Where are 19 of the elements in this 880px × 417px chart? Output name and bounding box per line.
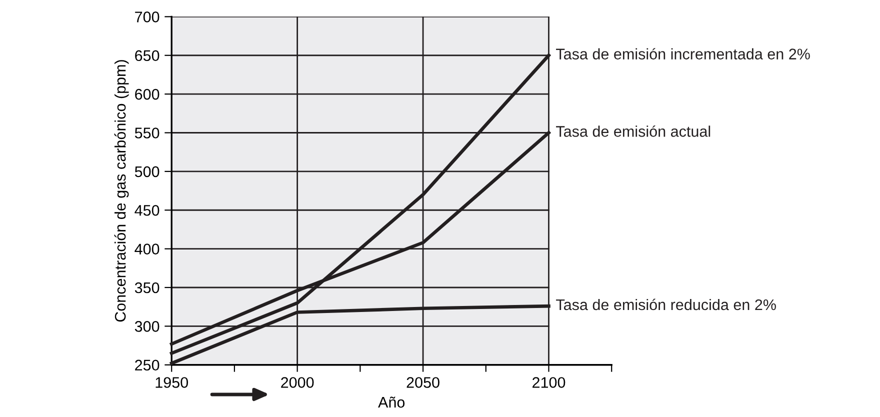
y-tick-label: 350 (134, 282, 160, 294)
series-label: Tasa de emisión reducida en 2% (556, 298, 776, 310)
y-axis-title: Concentración de gas carbónico (ppm) (114, 60, 129, 322)
x-tick-label: 2000 (281, 377, 314, 388)
y-tick-label: 650 (135, 50, 160, 62)
x-axis-title: Año (378, 396, 405, 408)
y-tick-label: 250 (135, 360, 160, 371)
y-tick-label: 500 (134, 166, 160, 178)
series-label: Tasa de emisión incrementada en 2% (556, 48, 810, 60)
x-tick-label: 2100 (532, 377, 566, 388)
y-tick-label: 700 (135, 12, 160, 22)
x-tick-label: 1950 (156, 377, 188, 388)
y-tick-label: 600 (135, 88, 160, 100)
series-label: Tasa de emisión actual (556, 125, 710, 137)
y-tick-label: 450 (134, 204, 160, 216)
y-tick-label: 300 (134, 321, 160, 332)
y-tick-label: 400 (134, 244, 160, 254)
x-tick-label: 2050 (406, 377, 440, 388)
y-tick-label: 550 (134, 128, 160, 138)
